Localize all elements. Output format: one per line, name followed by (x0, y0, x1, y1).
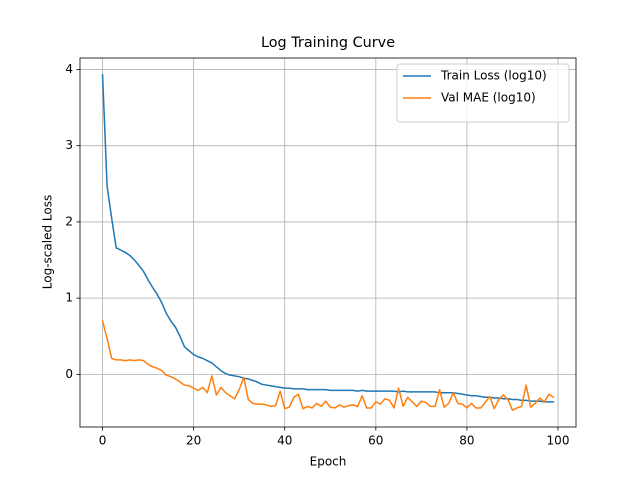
legend-label: Val MAE (log10) (441, 91, 536, 105)
y-tick-label: 0 (65, 367, 73, 381)
legend-label: Train Loss (log10) (440, 69, 547, 83)
data-line (101, 320, 555, 411)
x-tick-label: 60 (368, 434, 383, 448)
y-tick-label: 1 (65, 291, 73, 305)
y-axis-label: Log-scaled Loss (41, 195, 55, 289)
x-tick-label: 100 (547, 434, 570, 448)
x-tick-label: 40 (277, 434, 292, 448)
y-tick-label: 3 (65, 138, 73, 152)
chart-title: Log Training Curve (261, 35, 395, 51)
x-tick-label: 0 (99, 434, 107, 448)
y-tick-label: 2 (65, 214, 73, 228)
axes-frame (79, 57, 577, 428)
x-tick-label: 20 (186, 434, 201, 448)
x-axis-label: Epoch (310, 455, 347, 469)
legend-box (396, 63, 570, 123)
data-line (101, 73, 555, 403)
x-tick-label: 80 (459, 434, 474, 448)
y-tick-label: 4 (65, 62, 73, 76)
